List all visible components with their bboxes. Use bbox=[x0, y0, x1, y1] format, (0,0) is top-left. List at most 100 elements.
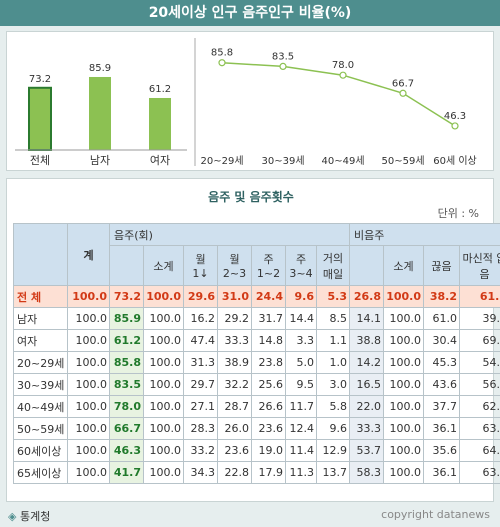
category-label: 20~29세 bbox=[200, 155, 243, 167]
table-row: 30~39세 100.0 83.5 100.0 29.7 32.2 25.6 9.5 3.0 16… bbox=[13, 373, 500, 396]
sub-header: 월 2~3 bbox=[217, 245, 252, 286]
line-series bbox=[221, 61, 456, 127]
nondrink-cell: 35.6 bbox=[423, 439, 461, 462]
drink-group-header: 음주(회) bbox=[108, 223, 351, 246]
nondrink-cell: 45.3 bbox=[423, 351, 461, 374]
table-row: 여자 100.0 61.2 100.0 47.4 33.3 14.8 3.3 1.1 38.8 10… bbox=[13, 329, 500, 352]
nondrink-cell: 39.0 bbox=[459, 307, 500, 330]
nondrink-rate-cell: 14.1 bbox=[349, 307, 385, 330]
nondrink-rate-cell: 53.7 bbox=[349, 439, 385, 462]
table-row: 65세이상 100.0 41.7 100.0 34.3 22.8 17.9 11.3 13.7 5… bbox=[13, 461, 500, 484]
drink-freq-cell: 11.3 bbox=[285, 461, 317, 484]
nondrink-rate-cell: 33.3 bbox=[349, 417, 385, 440]
drink-rate-cell: 78.0 bbox=[109, 395, 144, 418]
drink-freq-cell: 31.0 bbox=[217, 285, 252, 308]
bar bbox=[28, 86, 52, 151]
nondrink-cell: 36.1 bbox=[423, 461, 461, 484]
nondrink-cell: 62.3 bbox=[459, 395, 500, 418]
nondrink-rate-cell: 38.8 bbox=[349, 329, 385, 352]
drink-rate-cell: 61.2 bbox=[109, 329, 144, 352]
nondrink-rate-col-header bbox=[349, 245, 385, 286]
drink-freq-cell: 34.3 bbox=[183, 461, 218, 484]
drink-freq-cell: 32.2 bbox=[217, 373, 252, 396]
nondrink-cell: 63.9 bbox=[459, 461, 500, 484]
line-point bbox=[218, 59, 226, 67]
drink-freq-cell: 5.8 bbox=[315, 395, 351, 418]
line-point bbox=[279, 62, 287, 71]
drink-freq-cell: 9.6 bbox=[315, 417, 351, 440]
drink-freq-cell: 11.4 bbox=[285, 439, 317, 462]
nondrink-cell: 36.1 bbox=[423, 417, 461, 440]
drink-freq-cell: 23.8 bbox=[251, 351, 286, 374]
chart-panel: 73.2 전체 85.9 남자 61.2 여자 85.8 20~29세 83.5 30~39세 78… bbox=[6, 31, 494, 171]
drink-freq-cell: 14.8 bbox=[251, 329, 286, 352]
nondrink-cell: 63.9 bbox=[459, 417, 500, 440]
drink-freq-cell: 100.0 bbox=[143, 329, 184, 352]
table-row: 60세이상 100.0 46.3 100.0 33.2 23.6 19.0 11.4 12.9 5… bbox=[13, 439, 500, 462]
drink-freq-cell: 5.3 bbox=[315, 285, 351, 308]
drink-freq-cell: 5.0 bbox=[285, 351, 317, 374]
nondrink-cell: 100.0 bbox=[383, 329, 425, 352]
total-cell: 100.0 bbox=[67, 285, 110, 308]
source-note: ◈ 통계청 bbox=[8, 508, 50, 524]
drink-freq-cell: 100.0 bbox=[143, 373, 184, 396]
drink-rate-cell: 85.9 bbox=[109, 307, 144, 330]
drink-freq-cell: 23.6 bbox=[251, 417, 286, 440]
line-point bbox=[399, 89, 407, 97]
nondrink-cell: 64.4 bbox=[459, 439, 500, 462]
nondrink-cell: 56.4 bbox=[459, 373, 500, 396]
drink-freq-cell: 3.3 bbox=[285, 329, 317, 352]
row-label: 30~39세 bbox=[13, 373, 68, 396]
data-label: 61.2 bbox=[149, 84, 171, 95]
page-title: 20세이상 인구 음주인구 비율(%) bbox=[0, 0, 500, 26]
nondrink-cell: 100.0 bbox=[383, 395, 425, 418]
drink-rate-cell: 85.8 bbox=[109, 351, 144, 374]
drink-freq-cell: 100.0 bbox=[143, 285, 184, 308]
drink-freq-cell: 9.5 bbox=[285, 373, 317, 396]
drink-freq-cell: 26.0 bbox=[217, 417, 252, 440]
drinking-frequency-table: 계 음주(회) 비음주 소계 월 1↓ 월 2~3 주 1~2 주 3~4 거의… bbox=[13, 223, 500, 484]
table-panel: 음주 및 음주횟수 단위 : % 계 음주(회) 비음주 소계 bbox=[6, 178, 500, 502]
drink-rate-cell: 41.7 bbox=[109, 461, 144, 484]
drink-freq-cell: 11.7 bbox=[285, 395, 317, 418]
drink-freq-cell: 23.6 bbox=[217, 439, 252, 462]
drink-rate-cell: 73.2 bbox=[109, 285, 144, 308]
nondrink-cell: 54.7 bbox=[459, 351, 500, 374]
total-cell: 100.0 bbox=[67, 373, 110, 396]
sub-header: 주 3~4 bbox=[285, 245, 317, 286]
nondrink-cell: 69.6 bbox=[459, 329, 500, 352]
row-label: 20~29세 bbox=[13, 351, 68, 374]
nondrink-rate-cell: 22.0 bbox=[349, 395, 385, 418]
table-row: 50~59세 100.0 66.7 100.0 28.3 26.0 23.6 12.4 9.6 3… bbox=[13, 417, 500, 440]
data-label: 83.5 bbox=[272, 51, 294, 62]
sub-header: 주 1~2 bbox=[251, 245, 286, 286]
drink-freq-cell: 29.6 bbox=[183, 285, 218, 308]
category-label: 남자 bbox=[90, 154, 110, 167]
sub-header: 소계 bbox=[383, 245, 425, 286]
table-unit: 단위 : % bbox=[437, 207, 479, 220]
sub-header: 소계 bbox=[143, 245, 184, 286]
sub-header: 마신적 없음 bbox=[459, 245, 500, 286]
drink-freq-cell: 17.9 bbox=[251, 461, 286, 484]
sub-header: 거의 매일 bbox=[315, 245, 351, 286]
drink-freq-cell: 12.4 bbox=[285, 417, 317, 440]
total-cell: 100.0 bbox=[67, 417, 110, 440]
drink-freq-cell: 100.0 bbox=[143, 395, 184, 418]
drink-freq-cell: 26.6 bbox=[251, 395, 286, 418]
total-cell: 100.0 bbox=[67, 439, 110, 462]
data-label: 66.7 bbox=[392, 78, 414, 89]
drink-freq-cell: 31.3 bbox=[183, 351, 218, 374]
nondrink-cell: 100.0 bbox=[383, 461, 425, 484]
bar bbox=[89, 76, 111, 150]
category-label: 전체 bbox=[30, 154, 50, 167]
total-cell: 100.0 bbox=[67, 395, 110, 418]
row-label: 60세이상 bbox=[13, 439, 68, 462]
row-label: 전 체 bbox=[13, 285, 68, 308]
data-label: 46.3 bbox=[444, 111, 466, 122]
nondrink-rate-cell: 16.5 bbox=[349, 373, 385, 396]
nondrink-cell: 30.4 bbox=[423, 329, 461, 352]
category-label: 여자 bbox=[150, 154, 170, 167]
copyright-text: copyright datanews bbox=[381, 508, 490, 521]
drink-freq-cell: 9.6 bbox=[285, 285, 317, 308]
